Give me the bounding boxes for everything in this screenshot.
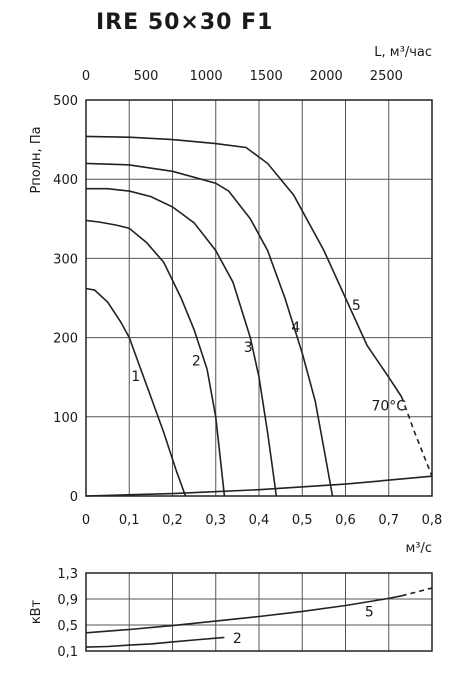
power-series-line-5 <box>85 595 402 634</box>
y-tick-label: 0 <box>70 490 78 505</box>
series-line-5 <box>400 396 433 477</box>
x-tick-label: 0,8 <box>422 513 443 528</box>
x-tick-label: 0,4 <box>249 513 270 528</box>
x2-axis-label: L, м³/час <box>374 45 432 60</box>
x-tick-label: 0,1 <box>119 513 140 528</box>
power-series-line-5 <box>401 587 433 597</box>
x2-tick-label: 500 <box>134 69 159 84</box>
series-label: 5 <box>352 298 361 314</box>
power-series-label: 5 <box>365 605 374 621</box>
y-tick-label: 400 <box>53 173 78 188</box>
series-label: 3 <box>244 340 253 356</box>
series-label: 4 <box>291 320 300 336</box>
power-series-line-2 <box>85 636 225 648</box>
chart-title: IRE 50×30 F1 <box>96 10 274 35</box>
x-tick-label: 0,3 <box>205 513 226 528</box>
temperature-annotation: 70°C <box>371 398 406 414</box>
x-tick-label: 0,7 <box>378 513 399 528</box>
series-line-2 <box>85 219 226 497</box>
system-line <box>85 475 433 497</box>
x-tick-label: 0,2 <box>162 513 183 528</box>
x2-tick-label: 2000 <box>310 69 343 84</box>
y-axis-label: Pполн, Па <box>29 126 44 193</box>
power-y-tick-label: 0,5 <box>57 619 78 634</box>
x2-tick-label: 2500 <box>370 69 403 84</box>
power-y-tick-label: 1,3 <box>57 567 78 582</box>
x-axis-label: м³/с <box>405 541 432 556</box>
power-y-tick-label: 0,1 <box>57 645 78 660</box>
series-line-5 <box>85 135 403 398</box>
x2-tick-label: 1000 <box>190 69 223 84</box>
y-tick-label: 100 <box>53 411 78 426</box>
power-y-tick-label: 0,9 <box>57 593 78 608</box>
series-line-3 <box>86 187 278 497</box>
x2-tick-label: 0 <box>82 69 90 84</box>
y-tick-label: 200 <box>53 332 78 347</box>
y-tick-label: 500 <box>53 94 78 109</box>
series-label: 2 <box>192 353 201 369</box>
plot-frame <box>85 99 433 497</box>
power-y-axis-label: кВт <box>29 599 44 624</box>
power-series-label: 2 <box>233 631 242 647</box>
y-tick-label: 300 <box>53 252 78 267</box>
series-line-4 <box>85 162 334 497</box>
power-plot-frame <box>85 572 433 652</box>
x-tick-label: 0,6 <box>335 513 356 528</box>
series-line-1 <box>85 287 187 497</box>
series-label: 1 <box>131 369 140 385</box>
x-tick-label: 0 <box>82 513 90 528</box>
x2-tick-label: 1500 <box>250 69 283 84</box>
x-tick-label: 0,5 <box>292 513 313 528</box>
